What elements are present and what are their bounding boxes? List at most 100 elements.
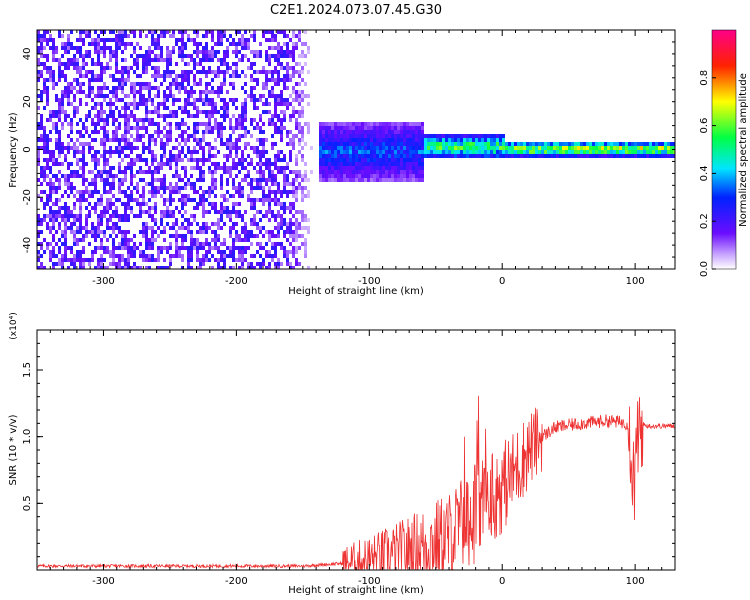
heatmap-cell — [292, 42, 295, 46]
heatmap-cell — [73, 54, 76, 58]
heatmap-cell — [382, 146, 385, 150]
heatmap-cell — [190, 54, 193, 58]
heatmap-cell — [640, 154, 643, 158]
heatmap-cell — [112, 86, 115, 90]
heatmap-cell — [97, 130, 100, 134]
heatmap-cell — [250, 218, 253, 222]
heatmap-cell — [265, 250, 268, 254]
heatmap-cell — [307, 226, 310, 230]
heatmap-cell — [211, 38, 214, 42]
heatmap-cell — [349, 166, 352, 170]
heatmap-cell — [106, 238, 109, 242]
heatmap-cell — [259, 150, 262, 154]
heatmap-cell — [343, 138, 346, 142]
heatmap-cell — [232, 254, 235, 258]
heatmap-cell — [121, 58, 124, 62]
heatmap-cell — [367, 130, 370, 134]
heatmap-cell — [238, 258, 241, 262]
heatmap-cell — [265, 194, 268, 198]
heatmap-cell — [412, 178, 415, 182]
heatmap-cell — [157, 46, 160, 50]
heatmap-cell — [82, 250, 85, 254]
heatmap-cell — [40, 54, 43, 58]
heatmap-cell — [277, 150, 280, 154]
heatmap-cell — [406, 174, 409, 178]
heatmap-cell — [256, 122, 259, 126]
heatmap-cell — [268, 162, 271, 166]
heatmap-cell — [487, 142, 490, 146]
heatmap-cell — [226, 54, 229, 58]
heatmap-cell — [652, 146, 655, 150]
heatmap-cell — [37, 194, 40, 198]
heatmap-cell — [274, 174, 277, 178]
heatmap-cell — [253, 202, 256, 206]
heatmap-cell — [100, 238, 103, 242]
heatmap-cell — [61, 150, 64, 154]
heatmap-cell — [208, 146, 211, 150]
heatmap-cell — [157, 246, 160, 250]
heatmap-cell — [367, 162, 370, 166]
heatmap-cell — [235, 98, 238, 102]
heatmap-cell — [259, 266, 262, 269]
heatmap-cell — [175, 146, 178, 150]
heatmap-cell — [388, 166, 391, 170]
heatmap-cell — [211, 186, 214, 190]
heatmap-cell — [187, 178, 190, 182]
heatmap-cell — [52, 182, 55, 186]
heatmap-cell — [208, 58, 211, 62]
heatmap-cell — [187, 70, 190, 74]
heatmap-cell — [136, 266, 139, 269]
heatmap-cell — [37, 266, 40, 269]
heatmap-cell — [307, 230, 310, 234]
heatmap-cell — [112, 134, 115, 138]
heatmap-cell — [337, 158, 340, 162]
heatmap-cell — [163, 98, 166, 102]
heatmap-cell — [157, 114, 160, 118]
heatmap-cell — [289, 102, 292, 106]
heatmap-cell — [70, 122, 73, 126]
heatmap-cell — [232, 258, 235, 262]
heatmap-cell — [277, 198, 280, 202]
heatmap-cell — [91, 254, 94, 258]
heatmap-cell — [55, 138, 58, 142]
heatmap-cell — [136, 126, 139, 130]
heatmap-cell — [121, 182, 124, 186]
heatmap-cell — [247, 234, 250, 238]
heatmap-cell — [67, 94, 70, 98]
heatmap-cell — [433, 142, 436, 146]
heatmap-cell — [103, 70, 106, 74]
heatmap-cell — [280, 218, 283, 222]
heatmap-cell — [193, 74, 196, 78]
heatmap-cell — [46, 150, 49, 154]
heatmap-cell — [157, 234, 160, 238]
heatmap-cell — [244, 234, 247, 238]
heatmap-cell — [124, 102, 127, 106]
heatmap-cell — [37, 258, 40, 262]
heatmap-cell — [280, 130, 283, 134]
heatmap-cell — [373, 170, 376, 174]
heatmap-cell — [181, 242, 184, 246]
heatmap-cell — [196, 158, 199, 162]
heatmap-cell — [169, 234, 172, 238]
heatmap-cell — [247, 266, 250, 269]
heatmap-cell — [130, 162, 133, 166]
heatmap-cell — [148, 170, 151, 174]
heatmap-cell — [592, 142, 595, 146]
heatmap-cell — [154, 222, 157, 226]
heatmap-cell — [262, 110, 265, 114]
heatmap-cell — [226, 110, 229, 114]
heatmap-cell — [151, 150, 154, 154]
heatmap-cell — [301, 110, 304, 114]
heatmap-cell — [373, 146, 376, 150]
heatmap-cell — [352, 174, 355, 178]
heatmap-cell — [79, 142, 82, 146]
heatmap-cell — [391, 158, 394, 162]
heatmap-cell — [208, 126, 211, 130]
heatmap-cell — [118, 170, 121, 174]
heatmap-cell — [103, 170, 106, 174]
heatmap-cell — [247, 154, 250, 158]
heatmap-cell — [274, 234, 277, 238]
heatmap-cell — [43, 206, 46, 210]
heatmap-cell — [382, 126, 385, 130]
heatmap-cell — [49, 70, 52, 74]
